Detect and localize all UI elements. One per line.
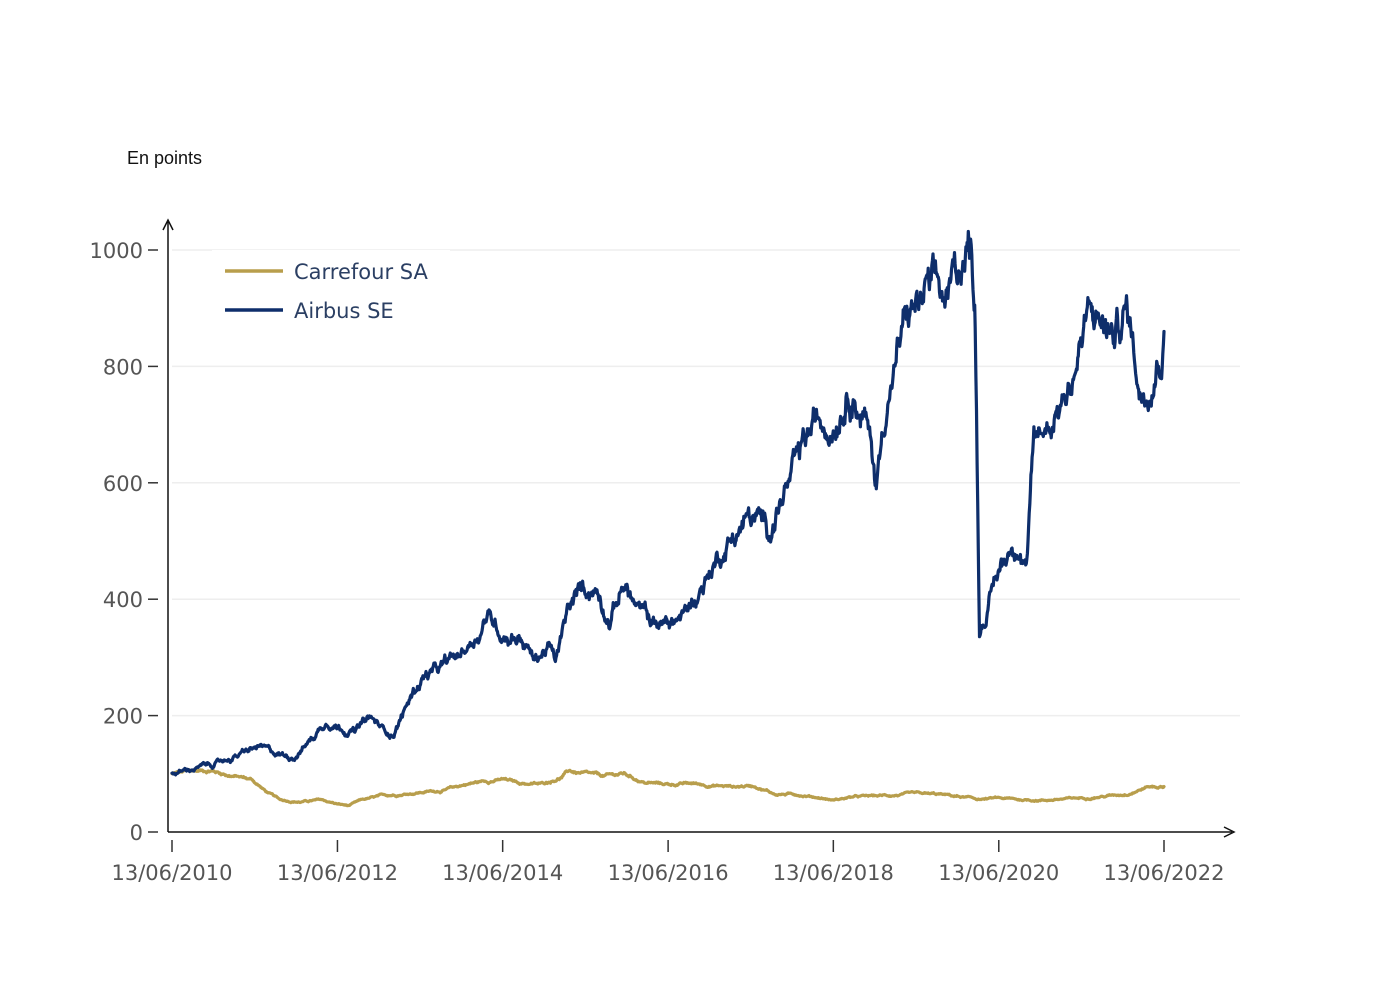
legend-label: Carrefour SA [294, 260, 428, 284]
y-tick-label: 800 [103, 355, 143, 379]
x-tick-label: 13/06/2020 [938, 861, 1059, 885]
x-tick-label: 13/06/2022 [1103, 861, 1224, 885]
unit-label: En points [127, 148, 202, 168]
x-tick-label: 13/06/2012 [277, 861, 398, 885]
y-tick-label: 1000 [90, 239, 143, 263]
series-line-carrefour [170, 768, 1166, 808]
y-tick-label: 0 [130, 821, 143, 845]
legend-label: Airbus SE [294, 299, 394, 323]
legend-background [212, 250, 450, 332]
y-axis-arrow [162, 218, 174, 231]
series-lines [170, 229, 1166, 808]
x-axis-arrow [1223, 826, 1236, 838]
y-tick-label: 600 [103, 472, 143, 496]
series-line-airbus [170, 229, 1166, 777]
y-tick-label: 200 [103, 705, 143, 729]
x-ticks: 13/06/2010 13/06/2012 13/06/2014 13/06/2016… [111, 840, 1225, 885]
x-tick-label: 13/06/2018 [773, 861, 894, 885]
y-ticks: 0 200 400 600 800 1000 [90, 239, 158, 845]
x-tick-label: 13/06/2010 [111, 861, 232, 885]
x-tick-label: 13/06/2014 [442, 861, 563, 885]
x-tick-label: 13/06/2016 [608, 861, 729, 885]
y-tick-label: 400 [103, 588, 143, 612]
axes [162, 218, 1236, 838]
legend: Carrefour SA Airbus SE [212, 250, 450, 332]
